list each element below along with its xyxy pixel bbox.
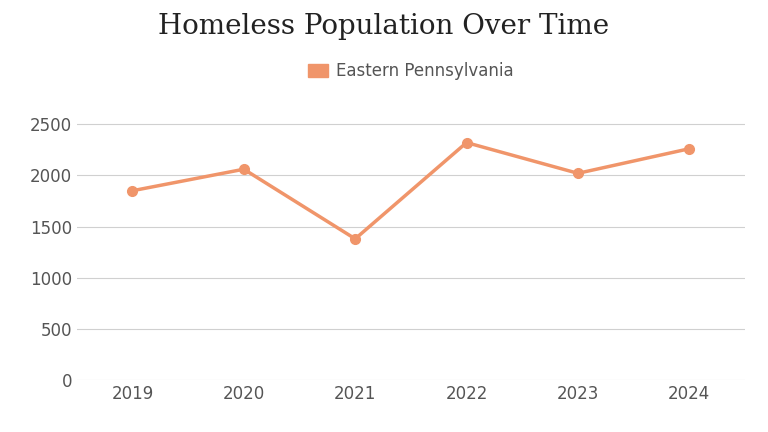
Legend: Eastern Pennsylvania: Eastern Pennsylvania [308, 62, 514, 80]
Text: Homeless Population Over Time: Homeless Population Over Time [158, 13, 610, 40]
